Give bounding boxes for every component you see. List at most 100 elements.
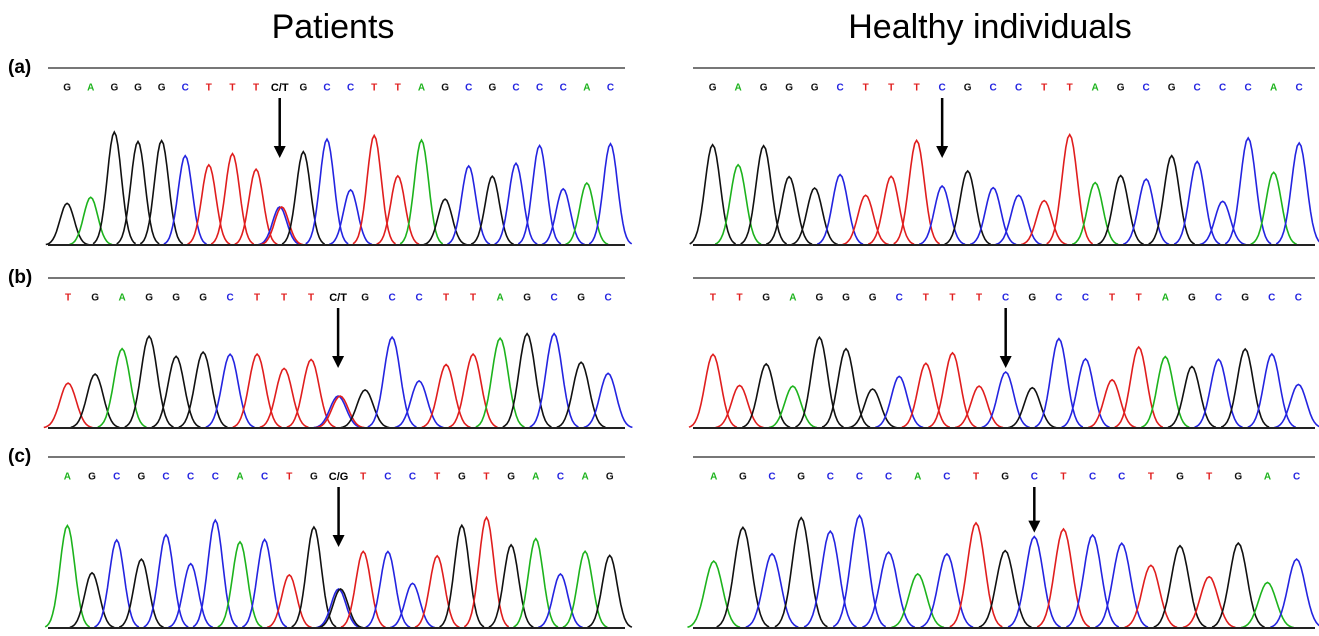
base-call: A bbox=[64, 472, 71, 483]
base-call: C bbox=[557, 472, 564, 483]
base-call: G bbox=[1028, 293, 1036, 304]
base-call: G bbox=[797, 472, 805, 483]
base-call: C bbox=[560, 83, 567, 94]
base-call: C bbox=[1082, 293, 1089, 304]
base-call: C bbox=[1219, 83, 1226, 94]
base-call: C bbox=[384, 472, 391, 483]
base-call: A bbox=[118, 293, 125, 304]
base-call: G bbox=[1117, 83, 1125, 94]
base-call: G bbox=[110, 83, 118, 94]
base-call: C bbox=[607, 83, 614, 94]
base-call: T bbox=[206, 83, 212, 94]
base-call: G bbox=[458, 472, 466, 483]
base-call: C bbox=[465, 83, 472, 94]
base-call: C bbox=[896, 293, 903, 304]
base-call: G bbox=[88, 472, 96, 483]
base-call: A bbox=[1092, 83, 1099, 94]
base-call: C bbox=[1194, 83, 1201, 94]
base-call: T bbox=[470, 293, 476, 304]
base-call: G bbox=[199, 293, 207, 304]
figure: Patients Healthy individuals (a) G A G G G C T T… bbox=[0, 0, 1319, 631]
base-call: G bbox=[172, 293, 180, 304]
base-call: C bbox=[856, 472, 863, 483]
base-call: A bbox=[236, 472, 243, 483]
base-call: A bbox=[710, 472, 717, 483]
base-call: G bbox=[762, 293, 770, 304]
base-call: G bbox=[91, 293, 99, 304]
base-call: A bbox=[914, 472, 921, 483]
base-call: C bbox=[1295, 293, 1302, 304]
base-call: G bbox=[63, 83, 71, 94]
base-call: C bbox=[347, 83, 354, 94]
base-call: C bbox=[550, 293, 557, 304]
base-call: G bbox=[811, 83, 819, 94]
column-title: Patients bbox=[272, 8, 395, 46]
base-call: G bbox=[507, 472, 515, 483]
base-call: T bbox=[949, 293, 955, 304]
base-call: A bbox=[735, 83, 742, 94]
base-call: G bbox=[1241, 293, 1249, 304]
base-call: G bbox=[816, 293, 824, 304]
base-call: C bbox=[261, 472, 268, 483]
base-call: G bbox=[964, 83, 972, 94]
base-call: T bbox=[1136, 293, 1142, 304]
base-call: T bbox=[229, 83, 235, 94]
base-call: A bbox=[496, 293, 503, 304]
base-call: G bbox=[523, 293, 531, 304]
base-call: C bbox=[182, 83, 189, 94]
base-call: G bbox=[1168, 83, 1176, 94]
base-call: C bbox=[415, 293, 422, 304]
base-call: G bbox=[310, 472, 318, 483]
base-call: A bbox=[583, 83, 590, 94]
base-call: T bbox=[371, 83, 377, 94]
base-call: C bbox=[827, 472, 834, 483]
base-call: C bbox=[1015, 83, 1022, 94]
base-call: G bbox=[709, 83, 717, 94]
base-call: C bbox=[1089, 472, 1096, 483]
base-call: A bbox=[789, 293, 796, 304]
base-call: C bbox=[1031, 472, 1038, 483]
base-call: T bbox=[395, 83, 401, 94]
base-call: C bbox=[1245, 83, 1252, 94]
base-call: C bbox=[212, 472, 219, 483]
base-call: G bbox=[739, 472, 747, 483]
base-call: T bbox=[863, 83, 869, 94]
base-call: T bbox=[434, 472, 440, 483]
base-call: C bbox=[885, 472, 892, 483]
column-title: Healthy individuals bbox=[848, 8, 1132, 46]
base-call: T bbox=[286, 472, 292, 483]
base-call: A bbox=[1270, 83, 1277, 94]
background bbox=[0, 0, 1319, 631]
base-call: T bbox=[923, 293, 929, 304]
base-call: T bbox=[483, 472, 489, 483]
base-call: G bbox=[441, 83, 449, 94]
base-call: T bbox=[254, 293, 260, 304]
base-call: C bbox=[1268, 293, 1275, 304]
panel-label: (a) bbox=[8, 57, 31, 78]
base-call: G bbox=[488, 83, 496, 94]
base-call: T bbox=[1067, 83, 1073, 94]
base-call: A bbox=[418, 83, 425, 94]
base-call: T bbox=[973, 472, 979, 483]
base-call: G bbox=[158, 83, 166, 94]
base-call: G bbox=[577, 293, 585, 304]
base-call: T bbox=[65, 293, 71, 304]
base-call: G bbox=[1176, 472, 1184, 483]
base-call: T bbox=[443, 293, 449, 304]
base-call: G bbox=[1188, 293, 1196, 304]
base-call: C bbox=[1118, 472, 1125, 483]
base-call: G bbox=[606, 472, 614, 483]
base-call: G bbox=[137, 472, 145, 483]
base-call: C bbox=[323, 83, 330, 94]
base-call: T bbox=[1109, 293, 1115, 304]
base-call: G bbox=[785, 83, 793, 94]
panel-label: (c) bbox=[8, 446, 31, 467]
base-call: G bbox=[134, 83, 142, 94]
base-call: C bbox=[939, 83, 946, 94]
base-call: A bbox=[581, 472, 588, 483]
base-call: C bbox=[943, 472, 950, 483]
base-call: G bbox=[361, 293, 369, 304]
base-call: C bbox=[768, 472, 775, 483]
base-call: C bbox=[990, 83, 997, 94]
base-call: T bbox=[710, 293, 716, 304]
